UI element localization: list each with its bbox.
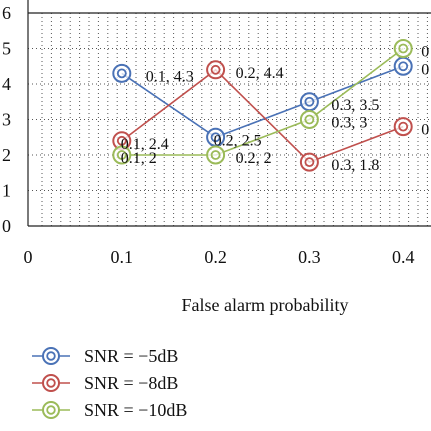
legend-item: SNR = −10dB <box>32 400 187 420</box>
data-label: 0 <box>421 44 429 61</box>
data-label: 0.1, 4.3 <box>146 68 194 85</box>
data-point-marker <box>393 117 413 137</box>
series-line <box>121 68 404 164</box>
x-tick-label: 0.4 <box>392 247 415 267</box>
data-point-marker <box>299 152 319 172</box>
y-tick-label: 2 <box>2 145 11 165</box>
data-label: 0.1, 2.4 <box>121 136 169 153</box>
data-labels: 0.1, 4.3 0.2, 2.5 0.3, 3.5 0 0.1, 2.4 0.2, 4.… <box>121 44 429 175</box>
data-label: 0.3, 1.8 <box>331 157 379 174</box>
data-label: 0.2, 2.5 <box>214 132 262 149</box>
data-label: 0 <box>421 61 429 78</box>
y-tick-label: 6 <box>2 3 11 23</box>
plot-axes <box>27 0 431 227</box>
data-point-marker <box>112 145 132 165</box>
data-point-marker <box>393 39 413 58</box>
data-point-marker <box>299 92 319 112</box>
data-point-marker <box>112 63 132 83</box>
series-line <box>121 47 404 156</box>
legend: SNR = −5dB SNR = −8dB SNR = −10dB <box>32 346 187 420</box>
x-tick-label: 0.2 <box>204 247 227 267</box>
tick-labels: 0 1 2 3 4 5 6 0 0.1 0.2 0.3 0.4 <box>2 3 414 267</box>
data-point-marker <box>299 110 319 129</box>
data-label: 0.3, 3 <box>331 115 367 132</box>
data-label: 0 <box>421 122 429 139</box>
data-series <box>112 39 413 172</box>
x-tick-label: 0.1 <box>111 247 134 267</box>
y-tick-label: 3 <box>2 110 11 130</box>
legend-label: SNR = −10dB <box>84 400 187 420</box>
data-point-marker <box>393 56 413 76</box>
x-axis-label: False alarm probability <box>182 295 349 315</box>
x-tick-label: 0 <box>24 247 33 267</box>
y-tick-label: 5 <box>2 39 11 59</box>
data-label: 0.3, 3.5 <box>331 97 379 114</box>
legend-item: SNR = −8dB <box>32 373 178 393</box>
plot-grid <box>28 12 431 226</box>
y-tick-label: 4 <box>2 74 11 94</box>
y-tick-label: 1 <box>2 181 11 201</box>
data-label: 0.2, 2 <box>236 150 272 167</box>
data-label: 0.2, 4.4 <box>236 65 284 82</box>
y-tick-label: 0 <box>2 216 11 236</box>
x-tick-label: 0.3 <box>298 247 321 267</box>
data-point-marker <box>206 145 226 165</box>
legend-label: SNR = −5dB <box>84 346 178 366</box>
data-point-marker <box>206 60 226 80</box>
legend-label: SNR = −8dB <box>84 373 178 393</box>
data-label: 0.1, 2 <box>121 150 157 167</box>
legend-item: SNR = −5dB <box>32 346 178 366</box>
